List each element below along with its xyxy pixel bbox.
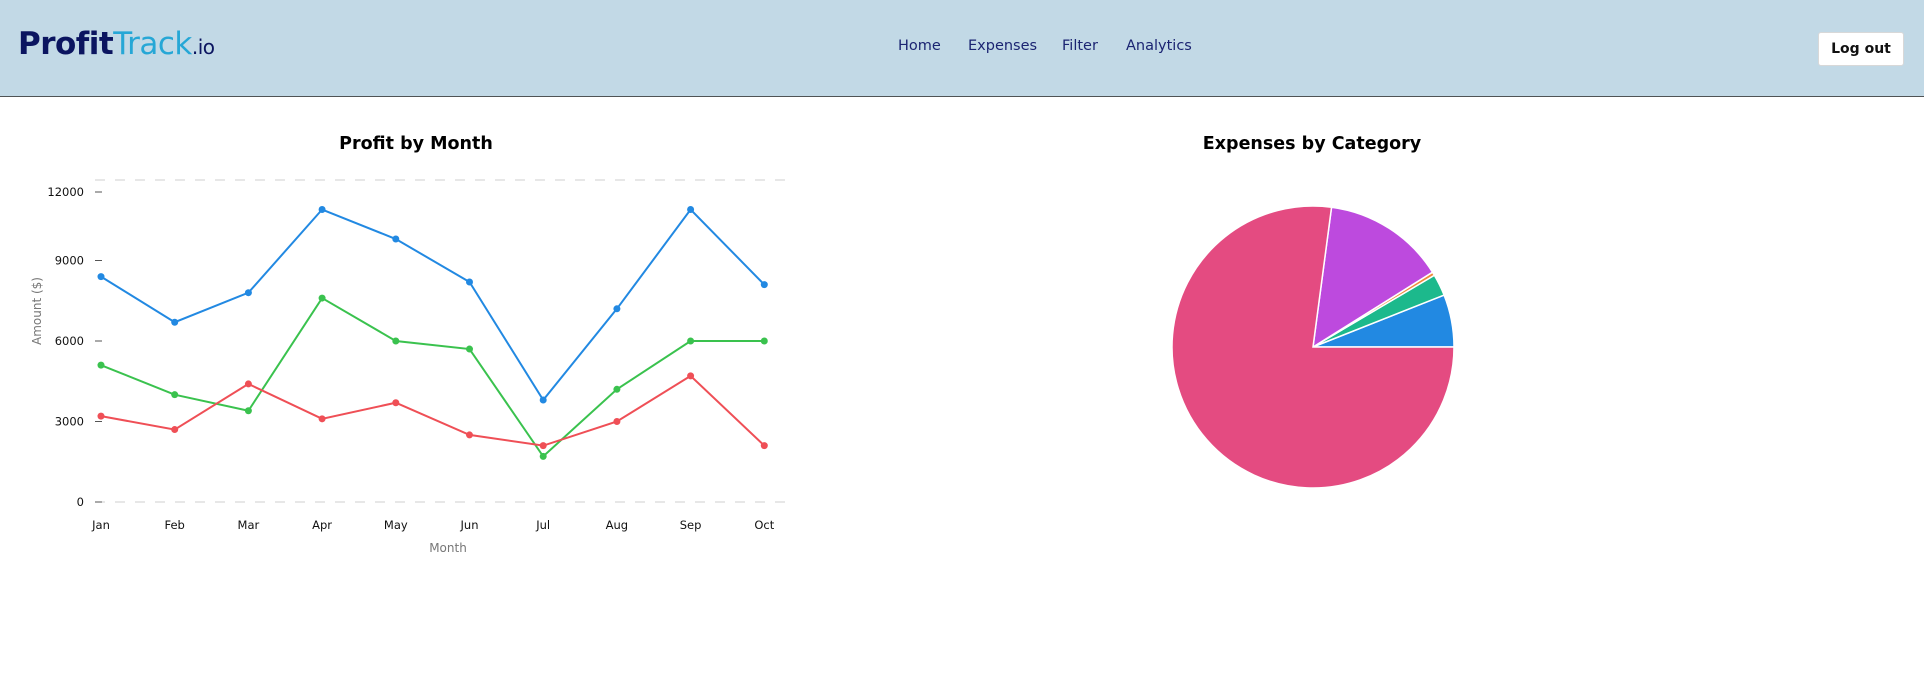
data-point xyxy=(171,426,179,434)
nav-expenses[interactable]: Expenses xyxy=(968,38,1038,54)
main-nav: Home Expenses Filter Analytics xyxy=(0,38,1924,60)
logo-tld: .io xyxy=(191,35,215,59)
data-point xyxy=(392,399,400,407)
data-point xyxy=(760,281,768,289)
nav-filter[interactable]: Filter xyxy=(1062,38,1098,54)
data-point xyxy=(613,305,621,313)
data-point xyxy=(613,385,621,393)
logo-profit: Profit xyxy=(18,26,114,62)
data-point xyxy=(392,235,400,243)
data-point xyxy=(539,396,547,404)
data-point xyxy=(97,273,105,281)
data-point xyxy=(97,412,105,420)
series-line-3 xyxy=(100,374,765,447)
data-point xyxy=(318,206,326,214)
pie-slice-4 xyxy=(1312,206,1434,349)
x-tick-label: May xyxy=(384,518,408,532)
x-tick-label: Apr xyxy=(312,518,332,532)
x-tick-label: Jan xyxy=(91,518,110,532)
x-tick-label: Feb xyxy=(165,518,185,532)
logout-button[interactable]: Log out xyxy=(1818,32,1904,66)
data-point xyxy=(687,372,695,380)
expenses-pie-chart xyxy=(1171,205,1455,489)
x-tick-label: Mar xyxy=(238,518,260,532)
y-tick-label: 9000 xyxy=(55,254,84,268)
y-axis-label: Amount ($) xyxy=(30,277,44,345)
data-point xyxy=(466,278,473,286)
data-point xyxy=(392,337,400,345)
line-chart-title: Profit by Month xyxy=(339,134,493,154)
data-point xyxy=(687,337,695,345)
data-point xyxy=(171,391,179,399)
pie-slice-5 xyxy=(1171,205,1455,489)
y-tick-label: 3000 xyxy=(55,415,84,429)
data-point xyxy=(244,407,252,415)
data-point xyxy=(539,452,547,460)
data-point xyxy=(244,380,252,388)
y-tick-label: 0 xyxy=(77,495,84,509)
logo[interactable]: ProfitTrack.io xyxy=(18,26,215,66)
y-tick-label: 12000 xyxy=(47,185,84,199)
x-tick-label: Jun xyxy=(460,518,479,532)
data-point xyxy=(97,361,105,369)
data-point xyxy=(318,415,326,423)
data-point xyxy=(466,345,473,353)
data-point xyxy=(318,294,326,302)
data-point xyxy=(687,206,695,214)
data-point xyxy=(466,431,473,439)
data-point xyxy=(244,289,252,297)
data-point xyxy=(539,442,547,450)
x-tick-label: Oct xyxy=(754,518,774,532)
data-point xyxy=(613,418,621,425)
nav-home[interactable]: Home xyxy=(898,38,941,54)
data-point xyxy=(760,442,768,450)
x-tick-label: Jul xyxy=(535,518,550,532)
nav-analytics[interactable]: Analytics xyxy=(1126,38,1192,54)
app-header: ProfitTrack.io Home Expenses Filter Anal… xyxy=(0,0,1924,97)
x-tick-label: Aug xyxy=(606,518,628,532)
series-line-2 xyxy=(100,296,765,458)
series-line-1 xyxy=(100,207,766,402)
x-axis-label: Month xyxy=(429,541,467,555)
logo-track: Track xyxy=(113,26,192,62)
data-point xyxy=(171,318,179,326)
profit-line-chart: 0 3000 6000 9000 12000 Jan Feb Mar Apr May Jun Jul A… xyxy=(30,179,795,555)
y-tick-label: 6000 xyxy=(55,334,84,348)
x-tick-label: Sep xyxy=(680,518,702,532)
pie-chart-title: Expenses by Category xyxy=(1202,134,1422,154)
data-point xyxy=(760,337,768,345)
